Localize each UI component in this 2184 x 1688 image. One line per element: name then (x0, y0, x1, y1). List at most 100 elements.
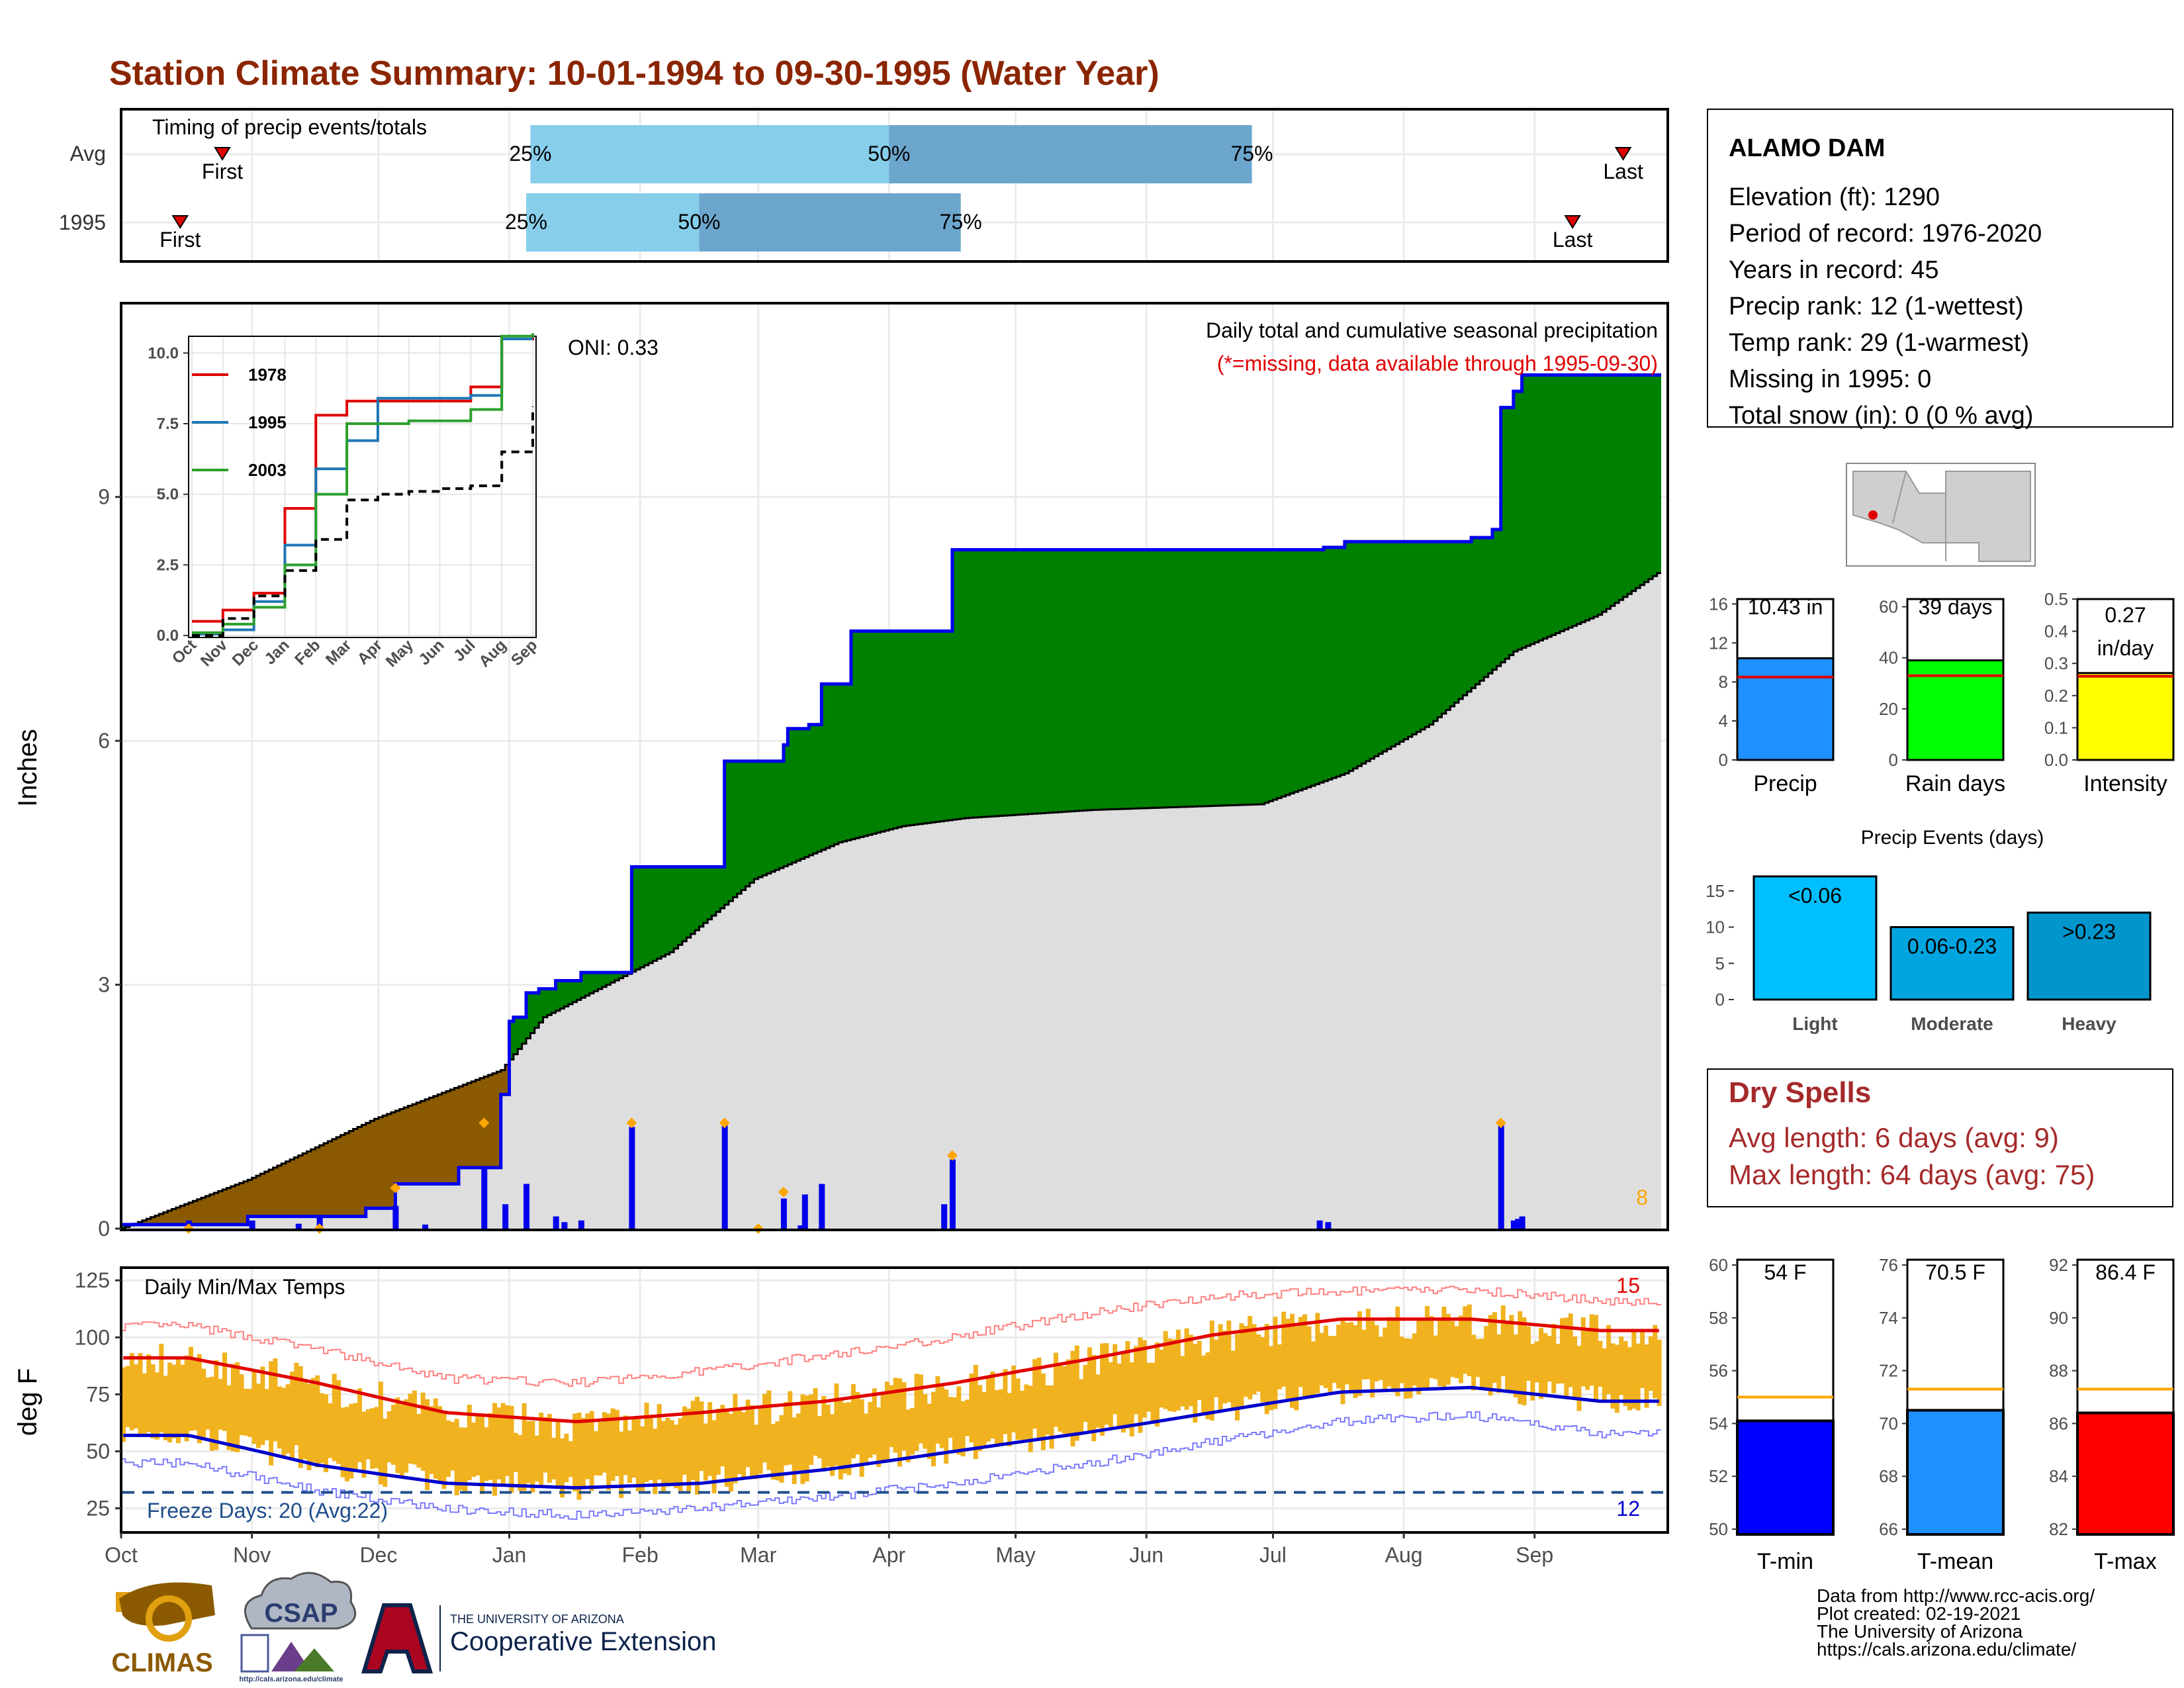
daily-temp-bar (923, 1393, 928, 1449)
daily-temp-bar (1631, 1329, 1637, 1409)
timing-first-marker (171, 215, 189, 229)
timing-row-label-avg: Avg (69, 142, 106, 165)
daily-temp-bar (1310, 1341, 1316, 1395)
daily-temp-bar (1180, 1356, 1185, 1407)
daily-precip-bar (1498, 1123, 1504, 1229)
station-location-marker (1868, 510, 1878, 520)
daily-temp-bar (927, 1403, 932, 1460)
daily-temp-bar (239, 1374, 244, 1436)
daily-temp-bar (1298, 1317, 1303, 1387)
daily-temp-bar (1441, 1306, 1447, 1390)
daily-temp-bar (762, 1393, 768, 1463)
events-tick-label: 0 (1715, 990, 1725, 1009)
daily-temp-bar (1129, 1362, 1134, 1436)
daily-temp-bar (1294, 1326, 1299, 1411)
daily-temp-bar (914, 1374, 919, 1451)
precip-missing-note: (*=missing, data available through 1995-… (1217, 352, 1658, 375)
dry-spells-title: Dry Spells (1729, 1076, 1871, 1109)
daily-temp-bar (315, 1375, 320, 1468)
daily-temp-bar (1424, 1305, 1430, 1389)
daily-temp-bar (260, 1366, 265, 1445)
daily-temp-bar (378, 1382, 383, 1485)
daily-temp-bar (1454, 1326, 1459, 1378)
temp-bar-tick-label: 54 (1709, 1413, 1728, 1433)
daily-precip-bar (941, 1204, 948, 1229)
temp-bar-tick-label: 88 (2049, 1361, 2068, 1381)
timing-q75-label: 75% (940, 210, 982, 234)
daily-temp-bar (1644, 1344, 1649, 1408)
daily-temp-bar (1049, 1385, 1054, 1449)
daily-temp-bar (901, 1382, 907, 1451)
daily-temp-bar (138, 1352, 143, 1435)
daily-temp-bar (1019, 1391, 1024, 1440)
daily-precip-bar (949, 1159, 956, 1229)
mini-bar-tick-label: 0.4 (2044, 622, 2068, 641)
daily-temp-bar (1087, 1347, 1092, 1432)
daily-precip-bar (1515, 1219, 1522, 1229)
daily-temp-bar (1564, 1317, 1569, 1399)
temp-bar-tick-label: 84 (2049, 1466, 2068, 1486)
inset-y-tick-label: 7.5 (157, 415, 179, 433)
y-tick-label: 75 (86, 1382, 110, 1406)
inset-y-tick-label: 10.0 (148, 344, 179, 362)
daily-temp-bar (1484, 1326, 1489, 1390)
temp-bar (1906, 1409, 2005, 1536)
daily-temp-bar (686, 1409, 692, 1493)
daily-temp-bar (467, 1404, 472, 1481)
daily-temp-bar (1344, 1323, 1349, 1385)
daily-precip-bar (801, 1194, 808, 1229)
x-tick-label: Sep (1516, 1543, 1553, 1567)
daily-temp-bar (817, 1416, 822, 1458)
mini-bar-tick-label: 0.5 (2044, 589, 2068, 609)
average-min-line (123, 1385, 1659, 1489)
daily-temp-bar (999, 1389, 1004, 1446)
daily-temp-bar (463, 1427, 468, 1493)
page-title: Station Climate Summary: 10-01-1994 to 0… (109, 54, 1160, 93)
daily-temp-bar (653, 1429, 658, 1495)
events-tick-label: 5 (1715, 953, 1725, 973)
daily-temp-bar (1530, 1344, 1535, 1401)
daily-temp-bar (509, 1405, 514, 1493)
x-tick-label: Oct (105, 1543, 138, 1567)
daily-temp-bar (859, 1399, 864, 1477)
daily-temp-bar (741, 1412, 747, 1479)
daily-temp-bar (711, 1420, 717, 1493)
daily-temp-bar (340, 1407, 345, 1477)
daily-temp-bar (699, 1401, 704, 1472)
daily-temp-bar (1509, 1315, 1514, 1393)
daily-temp-bar (505, 1405, 510, 1476)
daily-temp-bar (978, 1385, 983, 1452)
daily-temp-bar (1353, 1325, 1358, 1399)
daily-temp-bar (1458, 1315, 1463, 1383)
daily-temp-bar (302, 1382, 308, 1460)
daily-temp-bar (939, 1383, 944, 1448)
precip-events-title: Precip Events (days) (1861, 827, 2044, 849)
daily-temp-bar (1340, 1318, 1345, 1405)
station-line: Period of record: 1976-2020 (1729, 220, 2042, 248)
flagged-day-marker (778, 1186, 789, 1197)
inset-cumulative-chart: 0.02.55.07.510.0OctNovDecJanFebMarAprMay… (148, 333, 541, 671)
flagged-day-marker (626, 1117, 637, 1129)
daily-temp-bar (1163, 1331, 1168, 1409)
daily-temp-bar (745, 1399, 751, 1468)
daily-temp-bar (1066, 1359, 1071, 1434)
temp-bar-tick-label: 66 (1879, 1519, 1898, 1539)
daily-temp-bar (205, 1377, 210, 1430)
precip-flag-count: 8 (1636, 1186, 1648, 1209)
daily-temp-bar (214, 1360, 219, 1450)
station-line: Years in record: 45 (1729, 256, 1939, 284)
daily-temp-bar (661, 1421, 666, 1494)
daily-temp-bar (256, 1383, 261, 1448)
temp-bar (1736, 1419, 1835, 1536)
daily-temp-bar (1602, 1348, 1607, 1403)
daily-temp-bar (648, 1415, 653, 1480)
daily-temp-bar (1374, 1325, 1379, 1382)
daily-temp-bar (868, 1401, 873, 1458)
daily-temp-bar (1154, 1342, 1160, 1427)
station-info-box: ALAMO DAM Elevation (ft): 1290 Period of… (1707, 109, 2173, 430)
daily-temp-bar (1479, 1338, 1484, 1389)
temp-y-axis-label: deg F (13, 1368, 42, 1436)
daily-temp-bar (328, 1403, 333, 1458)
daily-temp-bar (1171, 1339, 1177, 1412)
daily-temp-bar (349, 1403, 354, 1479)
